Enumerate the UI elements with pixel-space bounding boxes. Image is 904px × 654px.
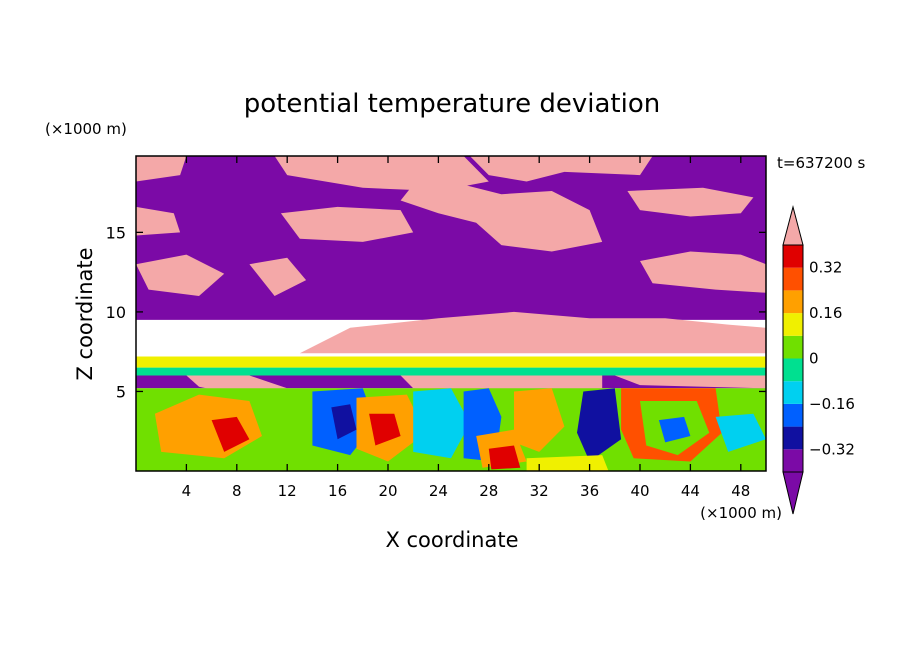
contour-region <box>640 251 766 293</box>
x-tick-label: 8 <box>232 482 242 500</box>
contour-region <box>211 416 250 452</box>
x-tick-label: 24 <box>429 482 448 500</box>
contour-region <box>488 445 521 470</box>
colorbar-band <box>783 381 803 404</box>
chart-title: potential temperature deviation <box>244 89 660 119</box>
time-label: t=637200 s <box>777 154 865 172</box>
x-tick-label: 12 <box>278 482 297 500</box>
y-tick-label: 10 <box>106 303 126 322</box>
contour-region <box>249 257 307 296</box>
colorbar-band <box>783 335 803 359</box>
colorbar-tick-label: −0.16 <box>809 395 855 413</box>
colorbar: −0.32 −0.16 0 0.16 0.32 <box>782 205 855 515</box>
y-tick-label: 15 <box>106 223 126 242</box>
contour-region <box>136 156 187 182</box>
colorbar-band <box>783 403 803 427</box>
colorbar-tick-label: 0 <box>809 350 819 368</box>
contour-region <box>413 388 470 459</box>
colorbar-over-triangle <box>782 205 804 246</box>
x-tick-label: 44 <box>681 482 700 500</box>
colorbar-band <box>783 449 803 472</box>
colorbar-frame <box>782 244 804 473</box>
y-unit-label: (×1000 m) <box>45 120 127 138</box>
x-unit-label: (×1000 m) <box>700 504 782 522</box>
x-tick-label: 40 <box>630 482 649 500</box>
contour-region <box>715 413 766 452</box>
x-tick-label: 4 <box>182 482 192 500</box>
y-axis: 5 10 15 <box>106 223 766 401</box>
contour-region <box>469 156 653 182</box>
contour-region <box>627 187 754 217</box>
x-tick-label: 20 <box>378 482 397 500</box>
plot-frame <box>135 155 767 472</box>
contour-region <box>514 388 565 452</box>
colorbar-under-triangle <box>782 471 804 515</box>
contour-region <box>614 375 766 389</box>
colorbar-tick-label: 0.16 <box>809 304 842 322</box>
contour-region <box>369 413 401 446</box>
colorbar-tick-label: −0.32 <box>809 440 855 458</box>
contour-region <box>400 181 603 252</box>
contour-region <box>136 206 181 236</box>
x-tick-label: 16 <box>328 482 347 500</box>
x-tick-label: 48 <box>731 482 750 500</box>
colorbar-band <box>783 245 803 268</box>
contour-region <box>136 356 766 368</box>
contour-region <box>280 206 414 242</box>
contour-region <box>577 388 622 462</box>
x-tick-label: 32 <box>530 482 549 500</box>
colorbar-band <box>783 358 803 382</box>
contour-region <box>658 416 691 443</box>
colorbar-tick-label: 0.32 <box>809 259 842 277</box>
colorbar-band <box>783 426 803 450</box>
colorbar-band <box>783 313 803 336</box>
x-tick-label: 36 <box>580 482 599 500</box>
x-axis-label: X coordinate <box>385 528 518 552</box>
x-tick-label: 28 <box>479 482 498 500</box>
y-axis-label: Z coordinate <box>73 247 97 380</box>
contour-region <box>136 367 766 376</box>
contour-region <box>526 455 609 471</box>
contour-region <box>299 311 766 354</box>
y-tick-label: 5 <box>116 382 126 401</box>
contour-regions <box>136 156 766 471</box>
colorbar-band <box>783 267 803 291</box>
contour-region <box>274 156 489 191</box>
contour-region <box>331 404 357 440</box>
contour-region <box>136 254 225 296</box>
x-axis: 4 8 12 16 20 24 28 32 36 40 44 48 <box>182 156 750 500</box>
colorbar-band <box>783 290 803 314</box>
